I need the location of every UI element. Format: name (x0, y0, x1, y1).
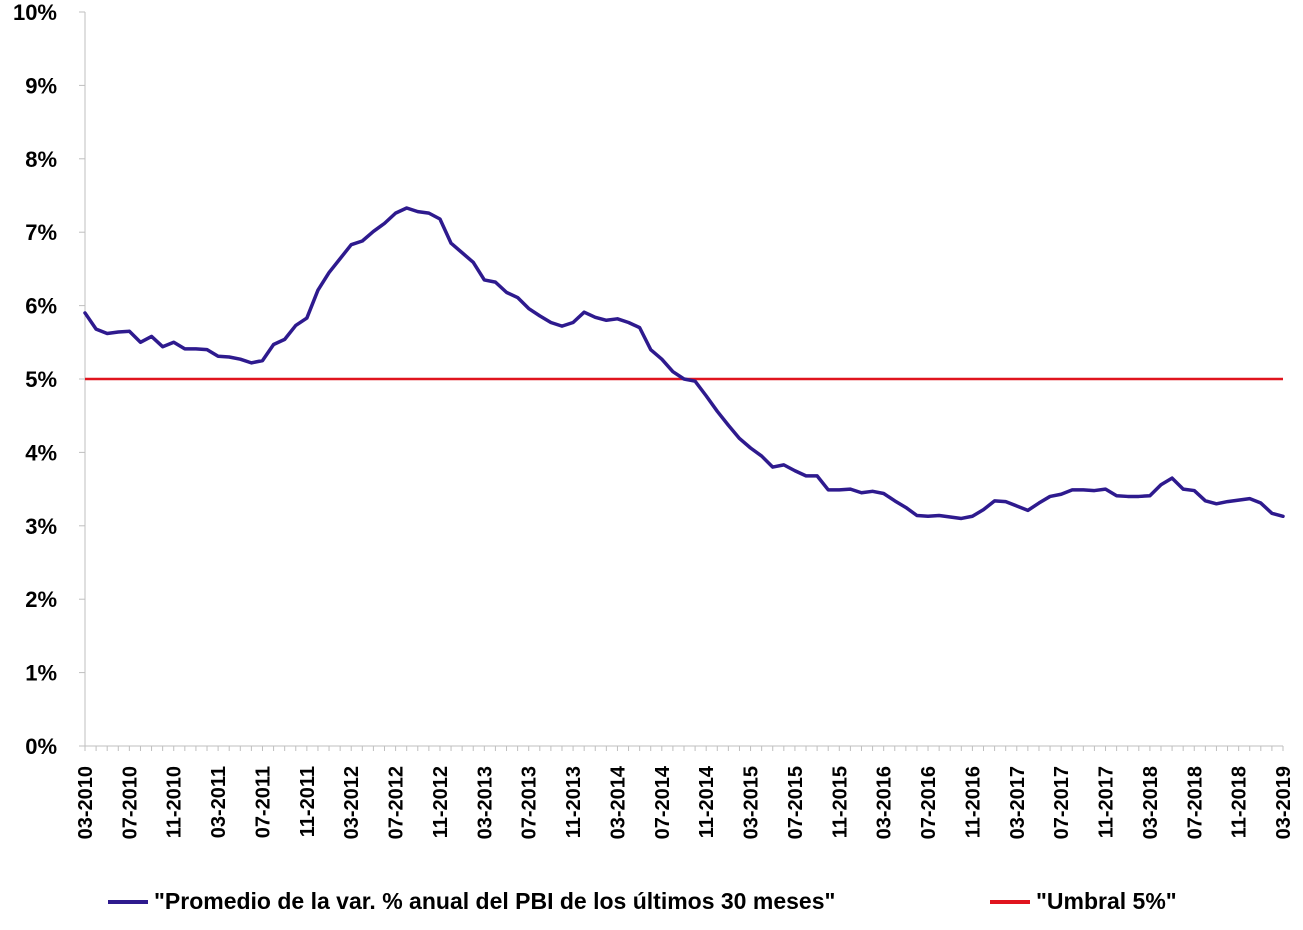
x-tick-label: 03-2018 (1140, 766, 1162, 839)
y-tick-label: 8% (25, 147, 57, 172)
x-tick-label: 03-2012 (341, 766, 363, 839)
x-tick-label: 07-2012 (386, 766, 408, 839)
x-tick-label: 07-2013 (519, 766, 541, 839)
y-tick-label: 5% (25, 367, 57, 392)
x-axis: 03-2010 07-2010 11-2010 03-2011 07-2011 11-20… (75, 745, 1295, 839)
x-tick-label: 03-2017 (1007, 766, 1029, 839)
x-tick-label: 11-2018 (1229, 766, 1251, 838)
y-tick-label: 4% (25, 440, 57, 465)
x-tick-label: 07-2017 (1051, 766, 1073, 839)
legend-item-series: "Promedio de la var. % anual del PBI de … (108, 888, 835, 915)
y-tick-label: 2% (25, 587, 57, 612)
x-tick-label: 11-2012 (430, 766, 452, 838)
y-tick-label: 6% (25, 294, 57, 319)
x-tick-label: 07-2015 (785, 766, 807, 839)
y-tick-label: 0% (25, 734, 57, 759)
x-tick-label: 03-2016 (874, 766, 896, 839)
x-tick-label: 07-2014 (652, 765, 674, 839)
x-tick-label: 07-2018 (1184, 766, 1206, 839)
x-tick-label: 11-2016 (962, 766, 984, 838)
x-tick-label: 03-2015 (741, 766, 763, 839)
x-tick-label: 11-2013 (563, 766, 585, 838)
x-tick-label: 11-2015 (829, 766, 851, 838)
legend-label-threshold: "Umbral 5%" (1036, 888, 1177, 914)
legend: "Promedio de la var. % anual del PBI de … (0, 888, 1303, 928)
series-line-promedio (83, 206, 1285, 521)
y-tick-label: 1% (25, 661, 57, 686)
series-layer (83, 206, 1285, 521)
y-tick-label: 9% (25, 73, 57, 98)
y-tick-label: 10% (13, 0, 57, 25)
legend-item-threshold: "Umbral 5%" (990, 888, 1177, 915)
legend-label-series: "Promedio de la var. % anual del PBI de … (154, 888, 836, 914)
y-tick-label: 7% (25, 220, 57, 245)
x-tick-label: 07-2016 (918, 766, 940, 839)
x-tick-label: 03-2019 (1273, 766, 1295, 839)
x-tick-label: 11-2017 (1096, 766, 1118, 838)
x-tick-label: 03-2010 (75, 766, 97, 839)
legend-swatch-threshold (990, 899, 1030, 904)
x-tick-label: 03-2011 (208, 766, 230, 838)
legend-swatch-series (108, 899, 148, 904)
x-tick-label: 11-2014 (696, 765, 718, 838)
x-tick-label: 03-2013 (474, 766, 496, 839)
x-tick-label: 03-2014 (607, 765, 629, 839)
x-tick-label: 11-2010 (164, 766, 186, 838)
x-tick-label: 07-2010 (119, 766, 141, 839)
y-axis: 0% 1% 2% 3% 4% 5% 6% 7% 8% 9% 10% (13, 0, 86, 759)
x-tick-label: 11-2011 (297, 766, 319, 837)
y-tick-label: 3% (25, 514, 57, 539)
x-tick-label: 07-2011 (252, 766, 274, 838)
